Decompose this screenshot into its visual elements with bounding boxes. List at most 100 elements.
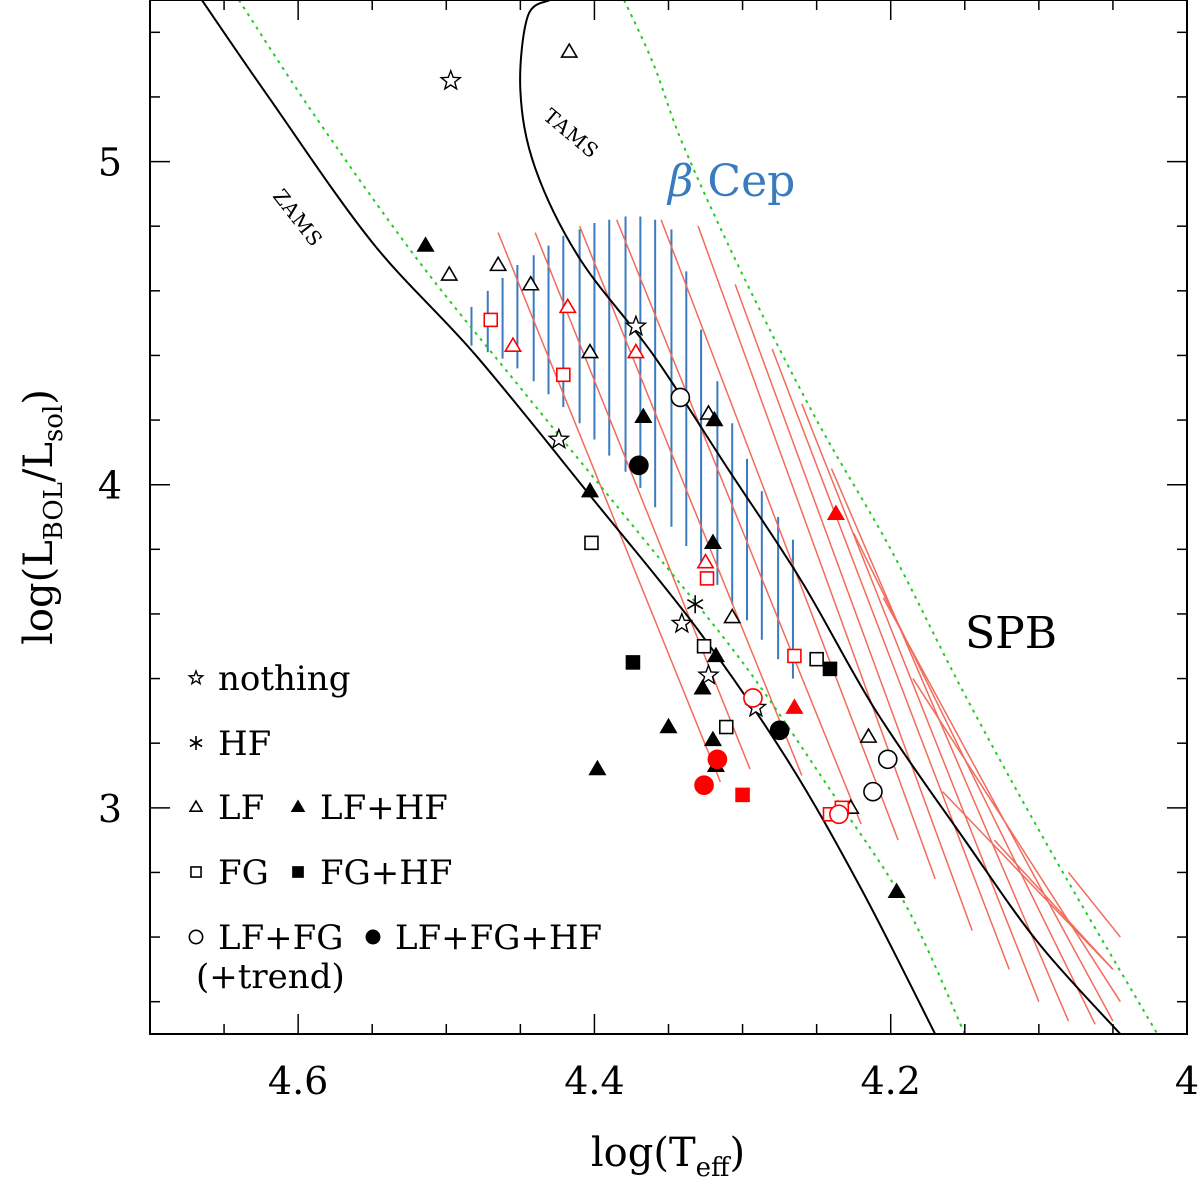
evolutionary-tracks xyxy=(201,0,1159,1034)
point-fg-trend-1 xyxy=(556,367,571,383)
point-lf-fg-0 xyxy=(670,387,691,408)
y-axis-title-close: ) xyxy=(16,389,62,405)
legend-label-5: FG+HF xyxy=(320,853,452,893)
point-nothing-3 xyxy=(670,611,694,634)
spb-hatch-line-10 xyxy=(853,532,1096,1025)
spb-hatch-line-15 xyxy=(1067,871,1121,938)
point-lf-2 xyxy=(489,255,508,272)
legend-label-2: LF xyxy=(218,788,264,828)
legend-marker-5 xyxy=(292,866,304,878)
point-nothing-1 xyxy=(547,427,571,450)
y-tick-label-2: 5 xyxy=(98,141,122,185)
legend-trend-note: (+trend) xyxy=(196,957,345,997)
zams-label: ZAMS xyxy=(268,184,328,251)
point-lf-hf-trend-1 xyxy=(785,698,804,714)
point-lf-0 xyxy=(560,42,579,58)
x-axis-title-main: log(T xyxy=(591,1130,696,1176)
track-tams-dotted xyxy=(623,0,1159,1034)
point-lf-fg-trend-0 xyxy=(743,688,763,708)
point-lf-fg-hf-trend-1 xyxy=(694,775,714,796)
point-lf-trend-1 xyxy=(558,297,577,314)
point-fg-hf-1 xyxy=(822,661,838,677)
legend-marker-3 xyxy=(290,799,306,813)
beta-cep-label: β Cep xyxy=(666,156,795,207)
x-axis-title-sub: eff xyxy=(696,1153,732,1183)
legend-marker-6 xyxy=(188,929,204,945)
track-zams xyxy=(201,0,937,1034)
spb-hatch-line-6 xyxy=(734,284,973,931)
instability-region-hatching xyxy=(470,216,1121,1025)
point-hf-0 xyxy=(686,595,704,614)
spb-hatch-line-3 xyxy=(615,219,862,825)
track-zams-dotted xyxy=(238,0,966,1034)
x-axis-title-close: ) xyxy=(730,1130,746,1176)
y-tick-label-0: 3 xyxy=(98,787,122,831)
point-fg-2 xyxy=(718,719,734,735)
y-axis-title: log(LBOL/Lsol) xyxy=(16,389,69,645)
point-lf-hf-6 xyxy=(693,679,712,695)
point-fg-trend-3 xyxy=(787,648,802,664)
point-lf-hf-10 xyxy=(588,759,607,776)
y-axis-title-slash: /L xyxy=(16,442,62,482)
legend: nothing HF LF LF+HF FG FG+HF LF+FG LF+FG+HF (+tr… xyxy=(187,659,602,997)
legend-label-6: LF+FG xyxy=(218,918,343,958)
legend-label-0: nothing xyxy=(218,659,350,699)
point-lf-1 xyxy=(440,265,459,281)
legend-marker-0 xyxy=(187,669,205,686)
x-tick-label-0: 4.6 xyxy=(268,1059,328,1103)
legend-label-4: FG xyxy=(218,853,269,893)
point-nothing-2 xyxy=(624,314,648,337)
x-tick-label-1: 4.4 xyxy=(564,1059,624,1103)
spb-hatch-line-1 xyxy=(534,232,751,770)
point-lf-hf-0 xyxy=(416,236,435,252)
spb-hatch-line-8 xyxy=(801,403,1040,1002)
point-lf-fg-hf-trend-0 xyxy=(707,749,728,770)
x-tick-label-2: 4.2 xyxy=(860,1059,920,1103)
point-fg-trend-0 xyxy=(483,312,499,328)
point-lf-hf-3 xyxy=(705,410,724,427)
point-lf-7 xyxy=(859,727,878,743)
spb-hatch-line-0 xyxy=(497,232,722,783)
point-lf-hf-9 xyxy=(659,717,678,734)
legend-marker-2 xyxy=(188,799,204,813)
legend-label-3: LF+HF xyxy=(320,788,448,828)
point-lf-fg-1 xyxy=(877,749,898,770)
point-lf-hf-11 xyxy=(887,882,906,899)
y-axis-title-sub2: sol xyxy=(39,405,69,442)
spb-hatch-line-5 xyxy=(697,225,936,880)
point-lf-trend-2 xyxy=(626,342,645,359)
point-lf-fg-trend-1 xyxy=(829,804,849,825)
point-fg-hf-0 xyxy=(625,655,641,670)
point-fg-3 xyxy=(809,651,824,667)
x-axis-title: log(Teff) xyxy=(591,1130,745,1183)
point-fg-1 xyxy=(696,638,712,654)
point-lf-hf-2 xyxy=(634,407,653,424)
point-lf-hf-5 xyxy=(706,646,725,663)
point-lf-hf-7 xyxy=(703,730,722,747)
point-lf-hf-trend-0 xyxy=(826,504,845,520)
legend-label-1: HF xyxy=(218,724,271,764)
spb-hatch-line-7 xyxy=(771,348,1010,970)
spb-hatch-line-4 xyxy=(660,219,899,841)
point-lf-hf-1 xyxy=(580,481,600,498)
legend-marker-7 xyxy=(365,929,381,945)
point-lf-trend-3 xyxy=(696,553,715,569)
legend-marker-1 xyxy=(189,736,203,750)
spb-hatch-line-2 xyxy=(578,225,803,776)
point-lf-trend-0 xyxy=(503,336,522,352)
point-nothing-0 xyxy=(439,68,463,91)
legend-marker-4 xyxy=(190,866,202,878)
y-tick-label-1: 4 xyxy=(98,464,122,508)
y-axis-title-main: log(L xyxy=(16,540,62,645)
point-lf-fg-hf-0 xyxy=(629,455,649,476)
point-lf-6 xyxy=(723,607,742,624)
tams-label: TAMS xyxy=(539,103,604,163)
beta-cep-text: Cep xyxy=(693,156,795,207)
y-axis-title-sub1: BOL xyxy=(39,482,69,540)
spb-hatch-line-11 xyxy=(882,597,1114,1022)
legend-label-7: LF+FG+HF xyxy=(395,918,602,958)
spb-hatch-line-14 xyxy=(993,839,1114,970)
point-nothing-4 xyxy=(697,663,720,686)
point-fg-0 xyxy=(584,535,599,551)
